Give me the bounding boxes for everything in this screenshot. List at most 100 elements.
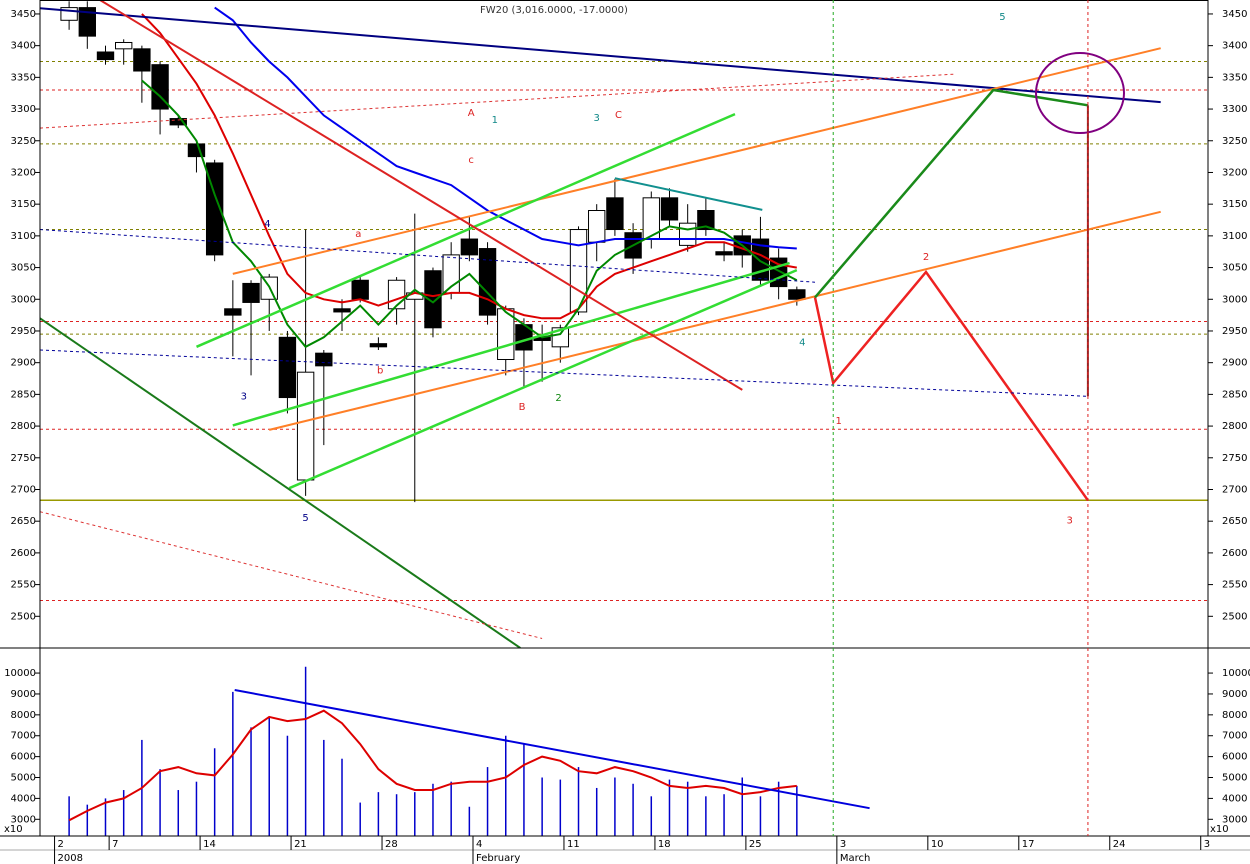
y-tick-label: 3350 bbox=[11, 72, 36, 83]
trend-line bbox=[234, 689, 870, 810]
x-tick-label: 3 bbox=[840, 839, 846, 850]
x-tick-label: 7 bbox=[112, 839, 118, 850]
y-tick-label: 3150 bbox=[11, 199, 36, 210]
candle-body bbox=[788, 289, 806, 300]
candle-body bbox=[96, 51, 115, 61]
wave-label: 3 bbox=[1067, 516, 1073, 527]
x-tick-label: 4 bbox=[476, 839, 482, 850]
y-tick-label: 3050 bbox=[1222, 263, 1247, 274]
y-tick-label: 3450 bbox=[11, 9, 36, 20]
trend-line bbox=[614, 177, 763, 211]
y-tick-label: 3450 bbox=[1222, 9, 1247, 20]
y-tick-label: 2750 bbox=[11, 453, 36, 464]
month-label: March bbox=[840, 853, 870, 864]
month-label: 2008 bbox=[58, 853, 83, 864]
wave-label: 5 bbox=[302, 513, 308, 524]
y-tick-label: 2850 bbox=[11, 389, 36, 400]
candle-body bbox=[369, 343, 388, 348]
x-tick-label: 24 bbox=[1113, 839, 1126, 850]
y-tick-label: 2950 bbox=[11, 326, 36, 337]
y-tick-label: 3100 bbox=[11, 231, 36, 242]
y-tick-label: 4000 bbox=[11, 793, 36, 804]
candle-body bbox=[351, 279, 369, 300]
candle-body bbox=[606, 197, 624, 231]
x-tick-label: 2 bbox=[58, 839, 64, 850]
trend-line bbox=[814, 88, 1089, 299]
trend-line bbox=[40, 73, 954, 129]
candle-body bbox=[588, 210, 606, 243]
x-tick-label: 21 bbox=[294, 839, 307, 850]
candle-body bbox=[133, 48, 151, 72]
y-tick-label: 2900 bbox=[1222, 358, 1247, 369]
trend-line bbox=[40, 317, 521, 648]
y-tick-label: 2700 bbox=[11, 484, 36, 495]
y-tick-label: 3350 bbox=[1222, 72, 1247, 83]
y-tick-label: 3000 bbox=[11, 814, 36, 825]
moving-average bbox=[68, 709, 797, 822]
y-tick-label: 3000 bbox=[1222, 814, 1247, 825]
x-tick-label: 25 bbox=[749, 839, 762, 850]
y-tick-label: 2800 bbox=[11, 421, 36, 432]
x-tick-label: 10 bbox=[931, 839, 944, 850]
trend-line bbox=[268, 210, 1161, 431]
y-tick-label: 6000 bbox=[1222, 752, 1247, 763]
x-tick-label: 28 bbox=[385, 839, 398, 850]
candle-body bbox=[169, 118, 187, 126]
chart-title: FW20 (3,016.0000, -17.0000) bbox=[480, 5, 628, 16]
trend-line bbox=[288, 268, 798, 490]
y-tick-label: 3300 bbox=[1222, 104, 1247, 115]
candle-body bbox=[697, 210, 715, 231]
x-tick-label: 18 bbox=[658, 839, 671, 850]
candle-body bbox=[224, 308, 242, 316]
price-panel: A 1 3 Cc a b 4 3 5 B 2 4 1 2 3 5 bbox=[40, 0, 1208, 648]
y-tick-label: 2550 bbox=[11, 580, 36, 591]
wave-label: B bbox=[519, 402, 526, 413]
y-tick-label: 9000 bbox=[11, 689, 36, 700]
wave-label: A bbox=[468, 108, 475, 119]
trend-line bbox=[99, 0, 743, 391]
y-tick-label: 2650 bbox=[11, 516, 36, 527]
y-tick-label: 10000 bbox=[1222, 668, 1250, 679]
candle-body bbox=[678, 222, 697, 246]
wave-label: b bbox=[377, 365, 383, 376]
wave-label: c bbox=[468, 155, 474, 166]
wave-label: 2 bbox=[923, 252, 929, 263]
candle-body bbox=[660, 197, 679, 221]
y-tick-label: 5000 bbox=[1222, 773, 1247, 784]
x-tick-label: 11 bbox=[567, 839, 580, 850]
candle-body bbox=[78, 7, 96, 37]
wave-label: 1 bbox=[492, 115, 498, 126]
wave-label: a bbox=[355, 229, 361, 240]
month-label: February bbox=[476, 853, 520, 864]
y-tick-label: 3000 bbox=[1222, 294, 1247, 305]
highlight-circle bbox=[1035, 52, 1125, 134]
candle-body bbox=[205, 162, 224, 256]
y-tick-label: 2500 bbox=[1222, 611, 1247, 622]
candle-body bbox=[315, 352, 333, 367]
y-tick-label: 10000 bbox=[4, 668, 36, 679]
candle-body bbox=[478, 248, 497, 316]
y-tick-label: 4000 bbox=[1222, 793, 1247, 804]
candle-body bbox=[333, 308, 351, 313]
candle-body bbox=[460, 238, 479, 256]
wave-label: 3 bbox=[241, 391, 247, 402]
y-tick-label: 3000 bbox=[11, 294, 36, 305]
trend-line bbox=[813, 269, 1089, 502]
candle-body bbox=[551, 327, 570, 348]
y-tick-label: 2800 bbox=[1222, 421, 1247, 432]
y-tick-label: 8000 bbox=[1222, 710, 1247, 721]
y-tick-label: 2750 bbox=[1222, 453, 1247, 464]
y-tick-label: 3300 bbox=[11, 104, 36, 115]
y-tick-label: 2600 bbox=[1222, 548, 1247, 559]
y-tick-label: 9000 bbox=[1222, 689, 1247, 700]
wave-label: 4 bbox=[264, 219, 270, 230]
volume-panel bbox=[68, 666, 870, 836]
wave-label: 3 bbox=[594, 113, 600, 124]
x-tick-label: 14 bbox=[203, 839, 216, 850]
y-tick-label: 2650 bbox=[1222, 516, 1247, 527]
y-tick-label: 2700 bbox=[1222, 484, 1247, 495]
trend-line bbox=[40, 511, 543, 639]
candle-body bbox=[115, 41, 133, 50]
